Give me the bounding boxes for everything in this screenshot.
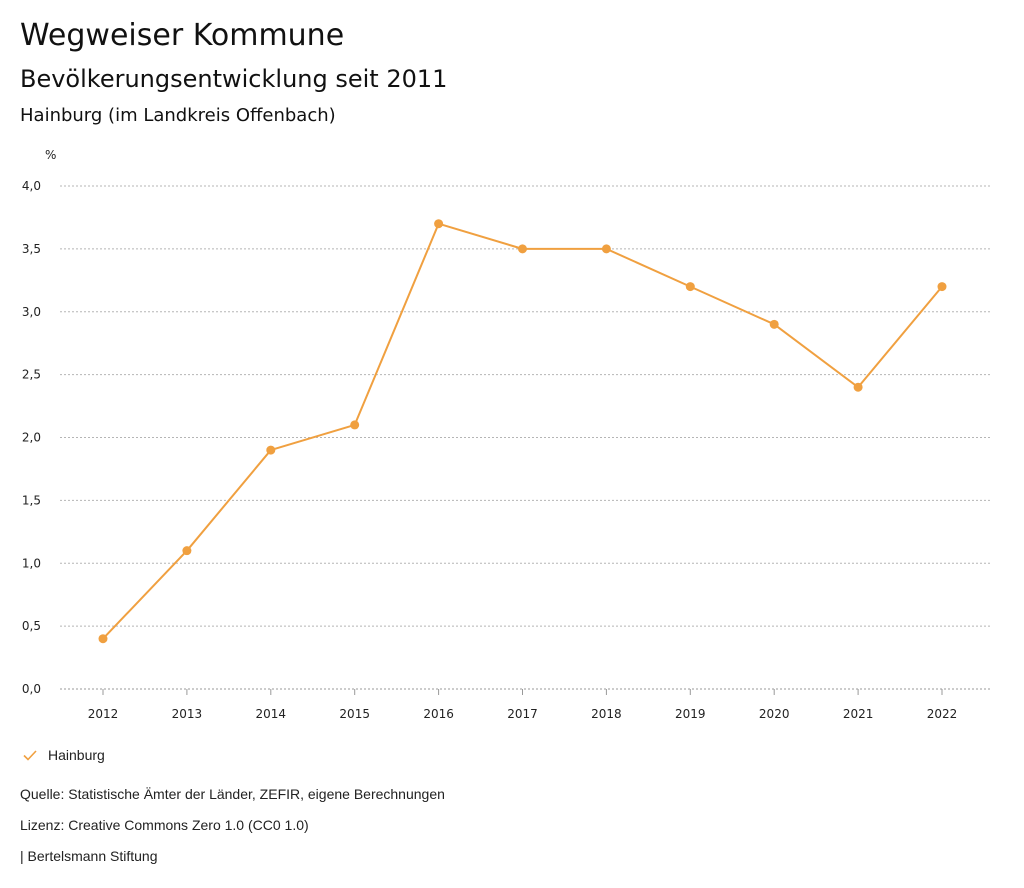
- legend[interactable]: Hainburg: [22, 744, 105, 766]
- x-tick-label: 2013: [172, 707, 203, 721]
- series-layer: [98, 219, 947, 644]
- x-tick-label: 2019: [675, 707, 706, 721]
- data-point[interactable]: [853, 382, 863, 392]
- data-point[interactable]: [937, 282, 947, 292]
- series-line-hainburg: [102, 222, 943, 640]
- source-note: Quelle: Statistische Ämter der Länder, Z…: [20, 786, 445, 802]
- y-tick-label: 4,0: [22, 179, 41, 193]
- data-point[interactable]: [518, 244, 527, 254]
- region-title: Hainburg (im Landkreis Offenbach): [20, 105, 336, 126]
- x-tick-label: 2015: [339, 707, 370, 721]
- x-tick-label: 2014: [256, 707, 287, 721]
- data-point[interactable]: [98, 634, 108, 644]
- x-axis-ticks: 2012 2013 2014 2015 2016 2017 2018 2019 2020 2021…: [88, 689, 958, 721]
- y-axis-unit-label: %: [45, 148, 56, 162]
- y-tick-label: 3,0: [22, 305, 41, 319]
- y-tick-label: 0,0: [22, 682, 41, 696]
- y-tick-label: 1,0: [22, 556, 41, 570]
- x-tick-label: 2022: [927, 707, 958, 721]
- x-tick-label: 2020: [759, 707, 790, 721]
- data-point[interactable]: [350, 420, 360, 430]
- x-tick-label: 2018: [591, 707, 622, 721]
- data-point[interactable]: [266, 445, 276, 455]
- publisher-note: | Bertelsmann Stiftung: [20, 848, 158, 864]
- page-title: Wegweiser Kommune: [20, 18, 345, 53]
- x-tick-label: 2012: [88, 707, 119, 721]
- y-tick-label: 3,5: [22, 242, 41, 256]
- y-tick-label: 0,5: [22, 619, 41, 633]
- gridlines: [60, 185, 991, 690]
- y-tick-label: 2,5: [22, 368, 41, 382]
- check-icon: [23, 750, 37, 761]
- x-tick-label: 2016: [423, 707, 454, 721]
- data-point[interactable]: [769, 319, 779, 329]
- legend-label-hainburg: Hainburg: [48, 747, 105, 763]
- x-tick-label: 2017: [507, 707, 538, 721]
- data-point[interactable]: [434, 219, 444, 229]
- data-point[interactable]: [182, 546, 192, 556]
- y-tick-label: 1,5: [22, 493, 41, 507]
- license-note: Lizenz: Creative Commons Zero 1.0 (CC0 1…: [20, 817, 309, 833]
- line-chart: % 0,00,51,01,52,02,53,03,54,0 2012 2013 20…: [22, 148, 991, 721]
- data-point[interactable]: [685, 282, 695, 292]
- y-axis-ticks: 0,0 0,5 1,0 1,5 2,0 2,5 3,0 3,5 4,0: [22, 179, 41, 696]
- chart-subtitle: Bevölkerungsentwicklung seit 2011: [20, 65, 448, 93]
- data-point[interactable]: [601, 244, 611, 254]
- y-tick-label: 2,0: [22, 431, 41, 445]
- x-tick-label: 2021: [843, 707, 874, 721]
